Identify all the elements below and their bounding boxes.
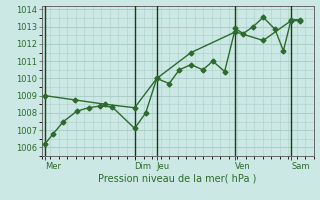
X-axis label: Pression niveau de la mer( hPa ): Pression niveau de la mer( hPa ): [99, 173, 257, 183]
